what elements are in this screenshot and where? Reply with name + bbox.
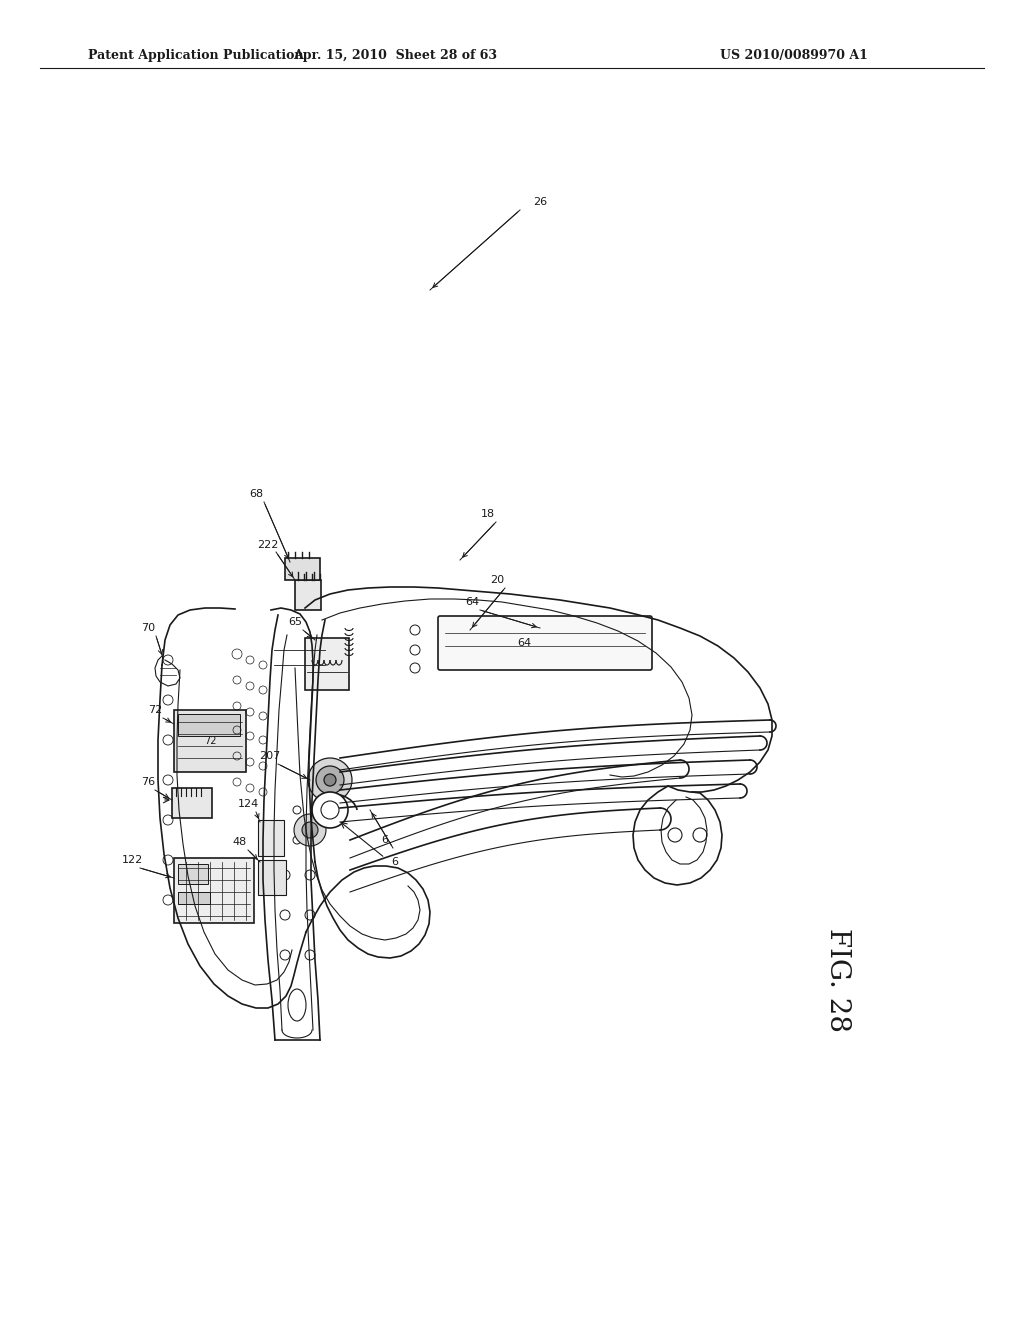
- Bar: [258, 861, 286, 895]
- Text: 222: 222: [257, 540, 279, 550]
- Text: Patent Application Publication: Patent Application Publication: [88, 49, 303, 62]
- Circle shape: [324, 774, 336, 785]
- Bar: [172, 788, 212, 818]
- Circle shape: [294, 814, 326, 846]
- Text: 6: 6: [391, 857, 398, 867]
- Text: 68: 68: [249, 488, 263, 499]
- Text: 72: 72: [147, 705, 162, 715]
- Text: 65: 65: [288, 616, 302, 627]
- Text: 72: 72: [204, 737, 216, 746]
- Bar: [258, 820, 284, 855]
- Text: 64: 64: [465, 597, 479, 607]
- Bar: [178, 892, 210, 904]
- Text: 122: 122: [122, 855, 142, 865]
- Text: US 2010/0089970 A1: US 2010/0089970 A1: [720, 49, 868, 62]
- Text: Apr. 15, 2010  Sheet 28 of 63: Apr. 15, 2010 Sheet 28 of 63: [293, 49, 497, 62]
- Bar: [174, 858, 254, 923]
- Text: 70: 70: [141, 623, 155, 634]
- Circle shape: [302, 822, 318, 838]
- Circle shape: [308, 758, 352, 803]
- Text: 48: 48: [232, 837, 247, 847]
- Text: 207: 207: [259, 751, 281, 762]
- Text: 26: 26: [532, 197, 547, 207]
- Circle shape: [316, 766, 344, 795]
- Text: FIG. 28: FIG. 28: [824, 928, 852, 1032]
- Text: 20: 20: [489, 576, 504, 585]
- Circle shape: [312, 792, 348, 828]
- Bar: [295, 579, 321, 610]
- FancyBboxPatch shape: [438, 616, 652, 671]
- Bar: [305, 638, 349, 690]
- Text: 64: 64: [517, 638, 531, 648]
- Bar: [178, 865, 208, 884]
- Bar: [174, 710, 246, 772]
- Text: 6: 6: [382, 836, 388, 845]
- Bar: [285, 558, 319, 579]
- Text: 124: 124: [238, 799, 259, 809]
- Text: 76: 76: [141, 777, 155, 787]
- Bar: [178, 714, 240, 737]
- Text: 18: 18: [481, 510, 495, 519]
